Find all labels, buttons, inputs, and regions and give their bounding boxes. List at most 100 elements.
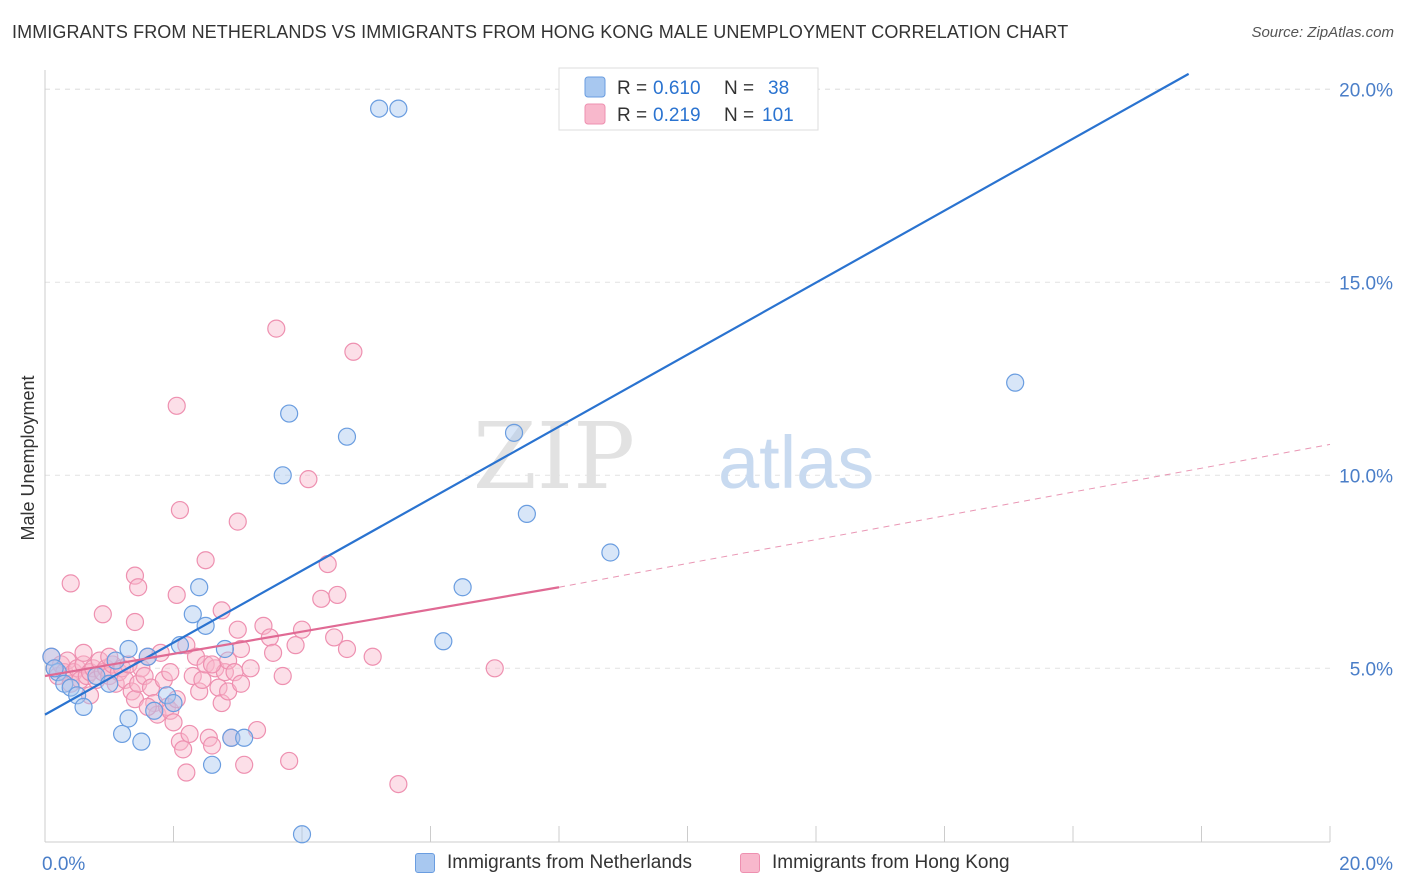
watermark: ZIP atlas (473, 403, 874, 510)
legend-item-netherlands: Immigrants from Netherlands (415, 852, 692, 874)
point-netherlands (42, 647, 61, 666)
point-hongkong (328, 585, 347, 605)
point-netherlands (132, 732, 151, 751)
point-hongkong (485, 659, 504, 678)
point-netherlands (119, 639, 138, 659)
point-hongkong (286, 636, 305, 655)
point-hongkong (312, 589, 331, 608)
legend-bottom: Immigrants from Netherlands Immigrants f… (0, 852, 1406, 878)
point-hongkong (164, 713, 183, 732)
point-netherlands (74, 697, 93, 717)
point-netherlands (273, 466, 292, 485)
point-hongkong (161, 663, 180, 682)
point-hongkong (389, 774, 408, 794)
gridlines (45, 88, 1330, 669)
point-hongkong (228, 620, 247, 639)
point-hongkong (170, 500, 190, 520)
legend-swatch-netherlands (584, 76, 606, 98)
point-hongkong (228, 512, 247, 531)
y-axis-title: Male Unemployment (18, 375, 38, 540)
point-hongkong (325, 628, 344, 647)
point-hongkong (344, 342, 363, 361)
legend-swatch-hongkong (584, 103, 606, 125)
source-credit: Source: ZipAtlas.com (1251, 24, 1394, 41)
legend-n-value-hongkong: 101 (762, 105, 794, 126)
legend-label-netherlands: Immigrants from Netherlands (447, 852, 692, 873)
x-tick-label-max: 20.0% (1339, 854, 1393, 875)
point-hongkong (241, 659, 260, 678)
point-hongkong (363, 647, 382, 666)
point-hongkong (167, 585, 186, 605)
axes (44, 70, 1331, 843)
point-hongkong (280, 751, 299, 771)
point-netherlands (1006, 373, 1025, 392)
point-hongkong (135, 666, 154, 686)
point-hongkong (180, 724, 199, 744)
point-netherlands (235, 728, 254, 747)
point-netherlands (112, 724, 132, 744)
point-netherlands (164, 693, 183, 713)
legend-r-value-hongkong: 0.219 (653, 105, 701, 126)
point-hongkong (263, 643, 283, 662)
point-hongkong (93, 605, 112, 624)
point-netherlands (453, 578, 472, 597)
watermark-atlas: atlas (718, 421, 874, 504)
legend-swatch-hongkong (740, 853, 760, 873)
point-netherlands (183, 605, 202, 624)
point-hongkong (254, 616, 273, 635)
point-hongkong (267, 319, 286, 338)
x-tick-label-min: 0.0% (42, 854, 85, 875)
point-netherlands (202, 755, 222, 774)
legend-n-label-hongkong: N = (724, 105, 754, 126)
point-hongkong (231, 639, 251, 659)
point-hongkong (177, 763, 196, 782)
legend-n-label-netherlands: N = (724, 78, 754, 99)
point-netherlands (292, 825, 312, 844)
point-hongkong (167, 396, 186, 415)
point-hongkong (318, 554, 337, 574)
point-hongkong (193, 670, 212, 689)
point-netherlands (145, 701, 164, 720)
point-netherlands (337, 427, 357, 446)
point-hongkong (202, 655, 222, 674)
trend-line-hongkong (44, 586, 560, 678)
point-hongkong (299, 470, 318, 489)
legend-r-label-netherlands: R = (617, 78, 647, 99)
point-hongkong (273, 666, 292, 686)
point-hongkong (235, 755, 254, 774)
y-tick-label: 10.0% (1339, 466, 1393, 487)
chart-title: IMMIGRANTS FROM NETHERLANDS VS IMMIGRANT… (12, 22, 1069, 42)
point-netherlands (190, 578, 209, 597)
point-hongkong (129, 578, 148, 597)
trend-line-netherlands (44, 72, 1190, 716)
watermark-zip: ZIP (473, 403, 635, 510)
point-hongkong (174, 740, 193, 759)
legend-n-value-netherlands: 38 (768, 78, 789, 99)
point-hongkong (337, 639, 357, 659)
point-hongkong (209, 678, 228, 697)
legend-swatch-netherlands (415, 853, 435, 873)
point-hongkong (61, 574, 80, 593)
y-tick-label: 20.0% (1339, 80, 1393, 101)
point-hongkong (202, 736, 222, 755)
legend-r-value-netherlands: 0.610 (653, 78, 701, 99)
point-hongkong (183, 666, 202, 686)
point-netherlands (222, 728, 241, 747)
y-tick-label: 15.0% (1339, 273, 1393, 294)
point-netherlands (370, 99, 389, 118)
point-hongkong (125, 566, 145, 585)
point-hongkong (125, 612, 145, 632)
y-tick-label: 5.0% (1350, 659, 1393, 680)
legend-item-hongkong: Immigrants from Hong Kong (740, 852, 1010, 874)
data-points (42, 99, 1025, 844)
trend-line-hongkong-extension (558, 443, 1331, 588)
point-hongkong (190, 682, 209, 701)
point-hongkong (196, 655, 215, 674)
legend-r-label-hongkong: R = (617, 105, 647, 126)
point-netherlands (601, 543, 620, 562)
tick-labels: 5.0% 10.0% 15.0% 20.0% 0.0% 20.0% (42, 80, 1393, 875)
legend-label-hongkong: Immigrants from Hong Kong (772, 852, 1010, 873)
point-netherlands (280, 404, 299, 423)
point-netherlands (434, 632, 453, 651)
